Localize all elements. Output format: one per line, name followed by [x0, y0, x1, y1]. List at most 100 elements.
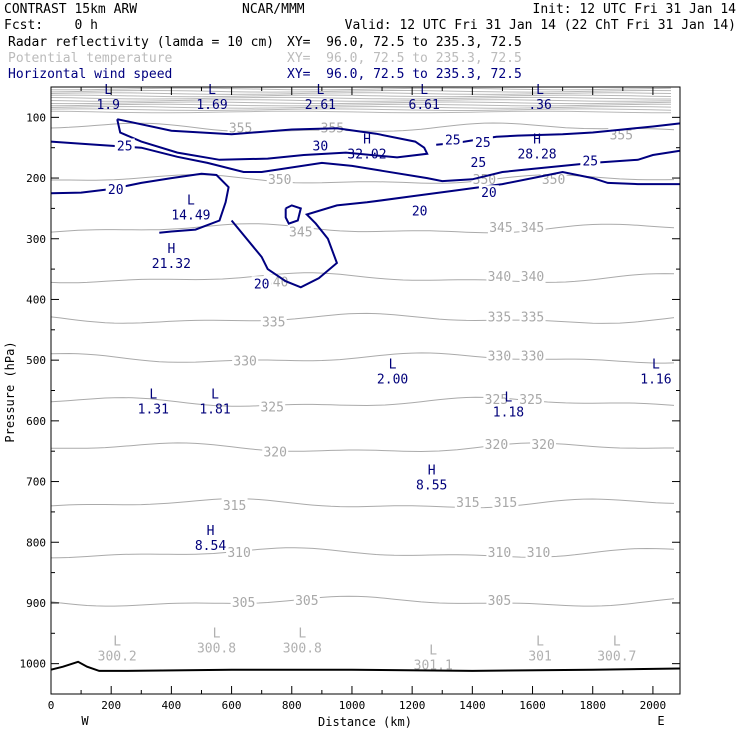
wind-extremum-value: 1.18	[493, 406, 524, 421]
wind-contour-30	[284, 204, 302, 225]
theta-extremum-kind: L	[213, 627, 221, 642]
theta-label-bg	[260, 314, 287, 329]
x-tick-label: 1600	[519, 699, 546, 712]
x-tick-label: 1400	[459, 699, 486, 712]
forecast-hour: Fcst: 0 h	[4, 18, 98, 33]
theta-label-355: 355	[610, 129, 633, 144]
theta-upper-line	[50, 89, 672, 93]
theta-label-320: 320	[263, 445, 286, 460]
theta-label-325: 325	[260, 400, 283, 415]
theta-extremum-value: 300.8	[283, 642, 322, 657]
y-tick-label: 100	[26, 111, 46, 124]
theta-label-bg	[287, 224, 314, 239]
theta-label-335: 335	[521, 311, 544, 326]
wind-label-bg	[251, 276, 272, 291]
theta-label-305: 305	[295, 594, 318, 609]
wind-label-20: 20	[108, 183, 124, 198]
theta-upper-line	[50, 92, 672, 95]
wind-label-20: 20	[412, 204, 428, 219]
wind-extremum-kind: L	[652, 357, 660, 372]
wind-extremum-kind: L	[316, 83, 324, 98]
theta-label-310: 310	[527, 546, 550, 561]
theta-label-bg	[454, 494, 481, 509]
theta-label-315: 315	[223, 499, 246, 514]
wind-extremum-kind: L	[104, 83, 112, 98]
x-tick-label: 1200	[399, 699, 426, 712]
theta-extremum-kind: L	[536, 634, 544, 649]
x-axis-label: Distance (km)	[318, 715, 412, 729]
wind-extremum-kind: H	[428, 464, 436, 479]
x-tick-label: 600	[222, 699, 242, 712]
field-2-name: Potential temperature	[8, 51, 173, 66]
x-tick-label: 200	[101, 699, 121, 712]
wind-contour-30	[116, 118, 429, 161]
wind-extremum-kind: H	[167, 242, 175, 257]
plot-frame	[50, 86, 681, 695]
theta-label-305: 305	[488, 594, 511, 609]
wind-contour-20	[50, 172, 230, 234]
theta-contour-345	[50, 223, 675, 234]
x-tick-label: 1800	[579, 699, 606, 712]
theta-label-330: 330	[488, 350, 511, 365]
wind-label-bg	[114, 138, 135, 153]
wind-extremum-value: 2.00	[377, 372, 408, 387]
theta-extremum-value: 300.7	[597, 649, 636, 664]
theta-contour-330	[50, 352, 675, 364]
model-title: CONTRAST 15km ARW	[4, 2, 137, 17]
theta-label-350: 350	[473, 173, 496, 188]
wind-contour-20	[230, 170, 680, 289]
theta-label-bg	[262, 444, 289, 459]
theta-upper-line	[50, 99, 672, 102]
theta-label-335: 335	[488, 311, 511, 326]
theta-label-bg	[293, 593, 320, 608]
wind-label-20: 20	[481, 186, 497, 201]
org-label: NCAR/MMM	[242, 2, 305, 17]
wind-extremum-value: 1.31	[138, 403, 169, 418]
theta-label-bg	[230, 594, 257, 609]
wind-label-30: 30	[313, 139, 329, 154]
wind-extremum-kind: L	[211, 388, 219, 403]
theta-label-325: 325	[485, 393, 508, 408]
field-1-name: Radar reflectivity (lamda = 10 cm)	[8, 35, 274, 50]
theta-upper-line	[50, 101, 672, 105]
y-tick-label: 700	[26, 476, 46, 489]
y-tick-label: 800	[26, 536, 46, 549]
y-tick-label: 300	[26, 233, 46, 246]
wind-extremum-kind: L	[149, 388, 157, 403]
theta-label-bg	[232, 353, 259, 368]
wind-label-bg	[580, 153, 601, 168]
theta-label-330: 330	[233, 354, 256, 369]
y-tick-label: 400	[26, 293, 46, 306]
theta-label-bg	[487, 219, 514, 234]
theta-upper-line	[51, 87, 672, 91]
theta-label-bg	[227, 120, 254, 135]
init-time: Init: 12 UTC Fri 31 Jan 14	[533, 2, 737, 17]
valid-time: Valid: 12 UTC Fri 31 Jan 14 (22 ChT Fri …	[345, 18, 736, 33]
theta-label-320: 320	[531, 438, 554, 453]
theta-label-350: 350	[268, 173, 291, 188]
wind-label-25: 25	[445, 133, 461, 148]
theta-upper-line	[50, 108, 672, 112]
theta-contour-315	[50, 498, 675, 509]
wind-extremum-value: 8.55	[416, 479, 447, 494]
theta-label-bg	[486, 545, 513, 560]
theta-label-340: 340	[488, 270, 511, 285]
wind-extremum-value: 1.81	[199, 403, 230, 418]
field-1-xy: XY= 96.0, 72.5 to 235.3, 72.5	[287, 35, 522, 50]
theta-contour-340	[50, 272, 675, 284]
theta-upper-line	[50, 94, 672, 98]
wind-extremum-value: 8.54	[195, 539, 226, 554]
theta-label-310: 310	[227, 546, 250, 561]
wind-extremum-kind: L	[536, 83, 544, 98]
theta-extremum-kind: L	[613, 634, 621, 649]
theta-upper-line	[50, 103, 671, 107]
y-tick-label: 1000	[20, 658, 47, 671]
wind-label-25: 25	[471, 156, 487, 171]
theta-label-350: 350	[542, 173, 565, 188]
theta-extremum-kind: L	[429, 644, 437, 659]
wind-extremum-kind: L	[505, 391, 513, 406]
wind-extremum-value: 6.61	[409, 98, 440, 113]
wind-label-bg	[478, 185, 499, 200]
wind-extremum-kind: H	[207, 524, 215, 539]
theta-label-bg	[486, 593, 513, 608]
